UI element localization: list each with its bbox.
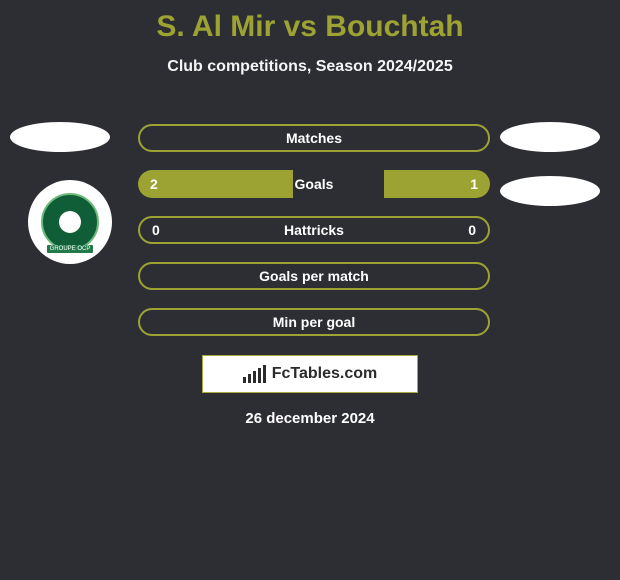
stat-label: Min per goal [273, 314, 355, 330]
brand-text: FcTables.com [272, 365, 378, 383]
stat-value-right: 0 [468, 222, 476, 238]
brand-bar [263, 365, 266, 383]
ball-icon [59, 211, 81, 233]
ocp-logo-icon: GROUPE OCP [41, 193, 99, 251]
stat-value-right: 1 [470, 176, 478, 192]
stat-row: Hattricks 0 0 [138, 216, 490, 244]
team-left-logo: GROUPE OCP [28, 180, 112, 264]
player-right-placeholder [500, 122, 600, 152]
brand-bar [243, 377, 246, 383]
brand-box: FcTables.com [202, 355, 418, 393]
brand-bar [253, 371, 256, 383]
logo-label: GROUPE OCP [47, 245, 94, 253]
brand-bars-icon [243, 365, 266, 383]
stat-row: Matches [138, 124, 490, 152]
page-subtitle: Club competitions, Season 2024/2025 [0, 58, 620, 76]
brand-bar [248, 374, 251, 383]
stat-row: Goals 2 1 [138, 170, 490, 198]
brand-bar [258, 368, 261, 383]
date-label: 26 december 2024 [0, 410, 620, 427]
player-left-placeholder [10, 122, 110, 152]
stats-container: Matches Goals 2 1 Hattricks 0 0 Goals per match… [138, 124, 490, 354]
stat-value-left: 2 [150, 176, 158, 192]
stat-label: Matches [286, 130, 342, 146]
stat-label: Hattricks [284, 222, 344, 238]
stat-value-left: 0 [152, 222, 160, 238]
stat-label: Goals per match [259, 268, 369, 284]
team-right-placeholder [500, 176, 600, 206]
stat-label: Goals [295, 176, 334, 192]
stat-row: Goals per match [138, 262, 490, 290]
stat-row: Min per goal [138, 308, 490, 336]
stat-bar-left [138, 170, 293, 198]
page-title: S. Al Mir vs Bouchtah [0, 0, 620, 44]
